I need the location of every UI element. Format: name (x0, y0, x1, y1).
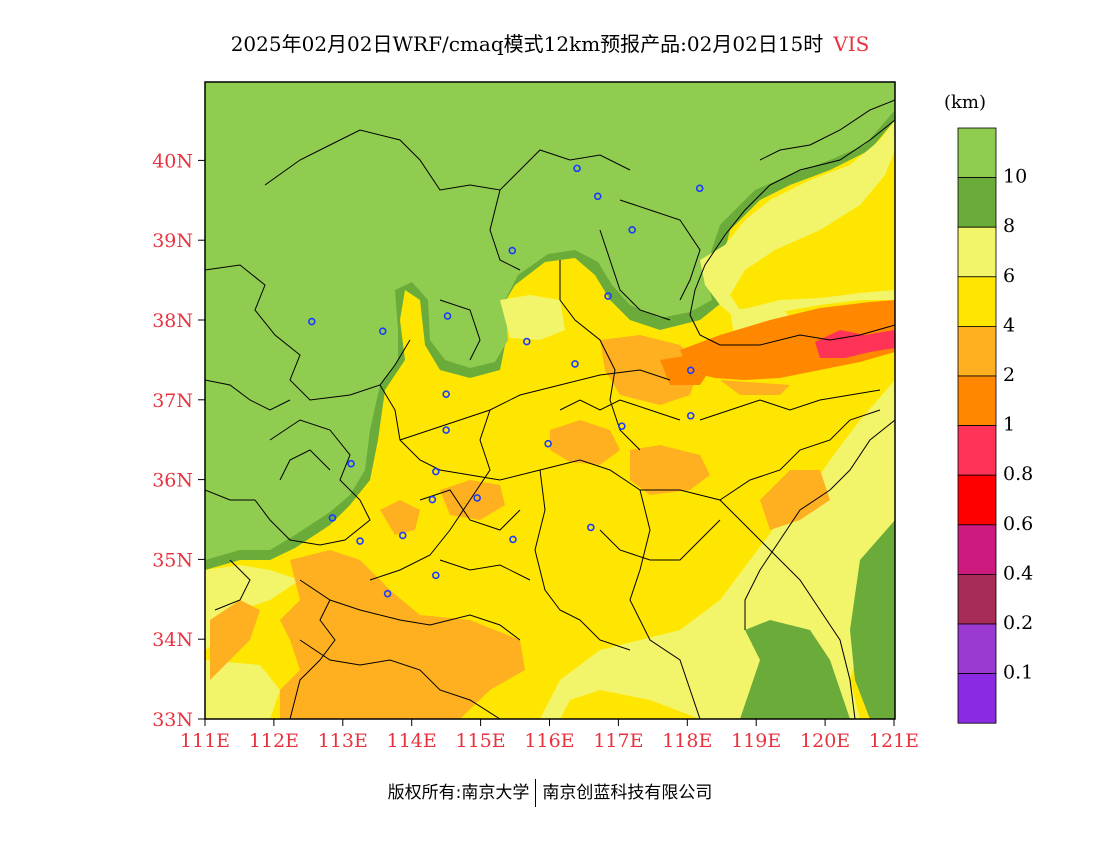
station-marker (571, 360, 579, 368)
colorbar-swatch (957, 623, 997, 674)
lat-tick-label: 36N (152, 470, 193, 492)
colorbar-label: 2 (1003, 364, 1015, 386)
colorbar-label: 0.8 (1003, 463, 1033, 485)
lon-tick-label: 114E (387, 730, 437, 752)
station-marker (508, 246, 517, 255)
map-title: 2025年02月02日WRF/cmaq模式12km预报产品:02月02日15时 V… (0, 28, 1100, 57)
station-marker (686, 411, 695, 420)
lon-tick-label: 111E (180, 730, 230, 752)
lat-tick-label: 33N (152, 709, 193, 731)
lon-tick-label: 115E (456, 730, 506, 752)
station-marker (686, 366, 695, 375)
lat-tick-label: 34N (152, 629, 193, 651)
colorbar-swatch (957, 127, 997, 178)
colorbar-swatch (957, 425, 997, 476)
lat-tick-label: 40N (152, 150, 193, 172)
station-marker (347, 459, 355, 468)
footer-right: 南京创蓝科技有限公司 (542, 783, 713, 803)
station-marker (628, 226, 636, 234)
colorbar-swatch (957, 276, 997, 327)
footer-left: 版权所有:南京大学 (387, 783, 530, 803)
boundary-lines (205, 99, 895, 719)
colorbar-unit: (km) (944, 92, 986, 113)
station-marker (443, 312, 452, 320)
title-text: 2025年02月02日WRF/cmaq模式12km预报产品:02月02日15时 (230, 32, 824, 56)
lat-tick-label: 37N (152, 390, 193, 412)
colorbar-swatch (957, 325, 997, 377)
colorbar-label: 0.4 (1003, 562, 1033, 584)
lat-tick-label: 39N (152, 230, 193, 252)
colorbar-swatch (957, 673, 997, 724)
station-marker (473, 494, 481, 502)
colorbar-swatch (957, 574, 997, 625)
colorbar-label: 6 (1003, 265, 1015, 287)
station-marker (356, 537, 364, 545)
station-marker (587, 523, 595, 532)
station-marker (442, 426, 450, 434)
colorbar-swatch (957, 375, 997, 426)
lon-tick-label: 117E (593, 730, 643, 752)
visibility-field (205, 82, 895, 719)
title-variable: VIS (833, 32, 870, 56)
colorbar-label: 8 (1003, 215, 1015, 237)
colorbar-swatch (957, 524, 997, 575)
station-marker (573, 164, 581, 173)
colorbar-label: 0.6 (1003, 513, 1033, 535)
colorbar-label: 4 (1003, 314, 1015, 336)
lon-tick-label: 120E (800, 730, 850, 752)
footer-separator (535, 779, 537, 807)
station-marker (383, 589, 392, 598)
station-marker (544, 439, 552, 448)
lat-tick-label: 35N (152, 549, 193, 571)
station-marker (432, 467, 440, 476)
lon-tick-label: 118E (662, 730, 712, 752)
lon-tick-label: 112E (249, 730, 299, 752)
station-marker (398, 531, 407, 540)
colorbar-label: 0.2 (1003, 612, 1033, 634)
station-marker (695, 184, 704, 193)
coastline-north (689, 119, 895, 346)
lon-tick-label: 121E (869, 730, 919, 752)
colorbar: (km) 10 8 6 4 2 1 0.8 0.6 0.4 0.2 0.1 (944, 92, 1033, 724)
station-marker (432, 571, 440, 580)
station-markers (307, 164, 704, 598)
colorbar-label: 10 (1003, 166, 1027, 188)
station-marker (604, 292, 612, 300)
lon-tick-label: 113E (318, 730, 368, 752)
map-axes: 33N 34N 35N 36N 37N 38N 39N 40N 111E 112E 113E 114E… (152, 150, 919, 752)
coastline-shandong (720, 324, 895, 346)
station-marker (378, 327, 387, 335)
lon-tick-label: 116E (524, 730, 574, 752)
station-marker (593, 192, 602, 201)
station-marker (442, 390, 450, 399)
colorbar-label: 0.1 (1003, 662, 1033, 684)
coastline-east (744, 419, 895, 630)
colorbar-swatch (957, 177, 997, 228)
station-marker (522, 337, 531, 346)
station-marker (509, 535, 517, 544)
lat-tick-label: 38N (152, 310, 193, 332)
colorbar-swatch (957, 226, 997, 278)
colorbar-label: 1 (1003, 414, 1015, 436)
colorbar-swatch (957, 474, 997, 526)
station-marker (428, 495, 437, 504)
station-marker (307, 317, 316, 326)
lon-tick-label: 119E (731, 730, 781, 752)
station-marker (618, 422, 626, 430)
station-marker (328, 514, 337, 522)
copyright-footer: 版权所有:南京大学 南京创蓝科技有限公司 (0, 778, 1100, 807)
